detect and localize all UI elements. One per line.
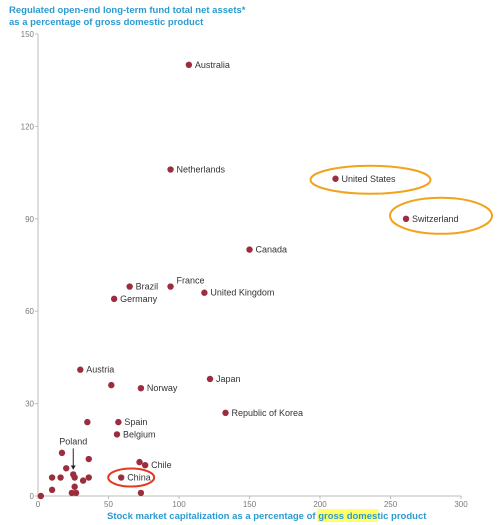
axes: 0 30 60 90 120 150 0 50 100 150 200 250 300 bbox=[21, 30, 469, 509]
data-point bbox=[85, 455, 92, 463]
point-label-netherlands: Netherlands bbox=[177, 165, 226, 175]
chart-title-line-1: Regulated open-end long-term fund total … bbox=[9, 5, 246, 16]
x-axis-title-part-3: tic product bbox=[377, 511, 427, 522]
data-point-japan bbox=[206, 375, 214, 383]
chart-title: Regulated open-end long-term fund total … bbox=[9, 5, 246, 28]
x-tick-label: 100 bbox=[172, 500, 186, 509]
data-point-china bbox=[117, 474, 125, 481]
data-point-brazil bbox=[126, 283, 133, 290]
point-label-spain: Spain bbox=[124, 417, 147, 427]
point-label-united-states: United States bbox=[342, 174, 397, 184]
point-label-belgium: Belgium bbox=[123, 429, 156, 439]
data-point bbox=[136, 458, 143, 466]
point-label-france: France bbox=[177, 276, 205, 286]
data-point bbox=[108, 381, 115, 389]
data-point-spain bbox=[115, 418, 122, 426]
x-axis-title: Stock market capitalization as a percent… bbox=[107, 509, 427, 522]
point-label-japan: Japan bbox=[216, 374, 241, 384]
data-point-canada bbox=[246, 246, 253, 253]
chart-title-line-2: as a percentage of gross domestic produc… bbox=[9, 17, 204, 28]
data-point bbox=[84, 418, 91, 426]
data-point bbox=[71, 483, 78, 490]
data-point-chile bbox=[141, 462, 149, 469]
y-tick-label: 30 bbox=[25, 400, 34, 409]
data-point-netherlands bbox=[167, 166, 174, 173]
data-point-republic-of-korea bbox=[222, 409, 229, 417]
data-point bbox=[37, 492, 45, 500]
x-tick-label: 200 bbox=[313, 500, 327, 509]
data-point bbox=[48, 474, 56, 481]
data-point-switzerland bbox=[402, 215, 410, 222]
x-tick-label: 50 bbox=[104, 500, 113, 509]
x-axis-title-highlight-1: gross bbox=[318, 511, 344, 522]
y-tick-label: 0 bbox=[30, 492, 35, 501]
x-axis-title-part-1: Stock market capitalization as a percent… bbox=[107, 511, 318, 522]
point-labels: Australia Netherlands United States Switzer… bbox=[59, 60, 458, 483]
y-tick-label: 90 bbox=[25, 215, 34, 224]
x-tick-label: 300 bbox=[454, 500, 468, 509]
data-point bbox=[57, 474, 64, 481]
highlight-ellipse-united-states bbox=[309, 164, 432, 195]
point-label-united-kingdom: United Kingdom bbox=[210, 288, 274, 298]
highlight-domes bbox=[345, 509, 379, 522]
y-tick-label: 120 bbox=[21, 122, 35, 131]
data-point bbox=[85, 474, 92, 481]
x-tick-label: 250 bbox=[384, 500, 398, 509]
y-tick-label: 150 bbox=[21, 30, 35, 39]
data-point-belgium bbox=[113, 431, 121, 438]
data-point bbox=[48, 486, 56, 494]
data-point-austria bbox=[77, 366, 84, 373]
highlight-gross bbox=[317, 509, 346, 522]
point-label-canada: Canada bbox=[256, 245, 288, 255]
data-point bbox=[58, 449, 66, 457]
point-label-norway: Norway bbox=[147, 383, 178, 393]
highlight-ellipse-switzerland bbox=[389, 196, 494, 235]
data-point bbox=[79, 477, 87, 484]
y-tick-label: 60 bbox=[25, 307, 34, 316]
highlight-ellipse-china bbox=[107, 467, 156, 488]
data-point bbox=[137, 489, 145, 497]
point-label-china: China bbox=[127, 473, 151, 483]
data-point-united-kingdom bbox=[201, 289, 208, 296]
data-points bbox=[37, 61, 410, 500]
data-point-poland bbox=[70, 471, 77, 478]
data-point-united-states bbox=[332, 175, 339, 182]
point-label-chile: Chile bbox=[151, 460, 172, 470]
poland-arrow-head bbox=[70, 465, 76, 470]
point-label-switzerland: Switzerland bbox=[412, 214, 459, 224]
point-label-germany: Germany bbox=[120, 294, 158, 304]
point-label-austria: Austria bbox=[86, 365, 114, 375]
point-label-republic-of-korea: Republic of Korea bbox=[232, 408, 304, 418]
data-point bbox=[72, 489, 80, 497]
data-point-norway bbox=[137, 385, 145, 392]
highlight-ellipses bbox=[107, 164, 494, 488]
data-point-germany bbox=[110, 295, 118, 303]
x-tick-label: 0 bbox=[36, 500, 41, 509]
x-tick-label: 150 bbox=[243, 500, 257, 509]
x-axis-title-highlight-2: domes bbox=[347, 511, 378, 522]
x-axis-title-text: Stock market capitalization as a percent… bbox=[107, 511, 427, 522]
point-label-poland: Poland bbox=[59, 436, 87, 446]
data-point-france bbox=[167, 283, 174, 290]
data-point bbox=[62, 465, 70, 472]
data-point-australia bbox=[185, 61, 193, 68]
point-label-brazil: Brazil bbox=[136, 282, 159, 292]
point-label-australia: Australia bbox=[195, 60, 230, 70]
